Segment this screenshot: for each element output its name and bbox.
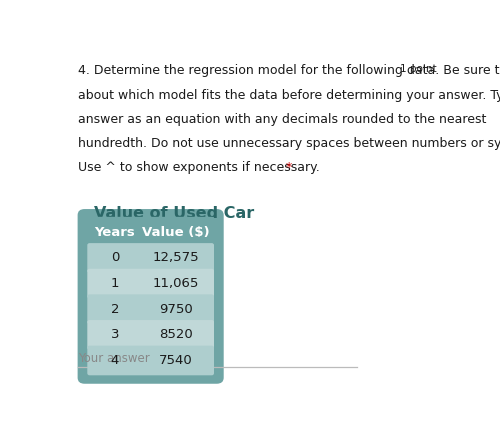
Text: 3: 3 — [110, 328, 119, 341]
Text: Your answer: Your answer — [78, 352, 150, 364]
Text: 8520: 8520 — [159, 328, 192, 341]
Text: 12,575: 12,575 — [152, 251, 199, 265]
FancyBboxPatch shape — [78, 209, 224, 384]
Text: 7540: 7540 — [159, 354, 192, 367]
FancyBboxPatch shape — [86, 217, 215, 248]
Text: 1: 1 — [110, 277, 119, 290]
FancyBboxPatch shape — [88, 294, 214, 324]
Text: 0: 0 — [110, 251, 119, 265]
Text: Value of Used Car: Value of Used Car — [94, 206, 254, 221]
Text: Use ^ to show exponents if necessary.: Use ^ to show exponents if necessary. — [78, 162, 324, 174]
FancyBboxPatch shape — [88, 243, 214, 273]
Text: answer as an equation with any decimals rounded to the nearest: answer as an equation with any decimals … — [78, 113, 486, 126]
Text: 1 point: 1 point — [400, 64, 436, 74]
Text: *: * — [286, 162, 292, 174]
Text: about which model fits the data before determining your answer. Type your: about which model fits the data before d… — [78, 88, 500, 102]
FancyBboxPatch shape — [88, 346, 214, 375]
Text: 2: 2 — [110, 303, 119, 316]
Text: 9750: 9750 — [159, 303, 192, 316]
FancyBboxPatch shape — [88, 269, 214, 298]
Text: 11,065: 11,065 — [152, 277, 199, 290]
Text: Value ($): Value ($) — [142, 226, 210, 239]
Text: Years: Years — [94, 226, 135, 239]
FancyBboxPatch shape — [88, 320, 214, 350]
Text: 4. Determine the regression model for the following data. Be sure to think: 4. Determine the regression model for th… — [78, 64, 500, 78]
Text: 4: 4 — [110, 354, 119, 367]
Text: hundredth. Do not use unnecessary spaces between numbers or symbols.: hundredth. Do not use unnecessary spaces… — [78, 137, 500, 150]
